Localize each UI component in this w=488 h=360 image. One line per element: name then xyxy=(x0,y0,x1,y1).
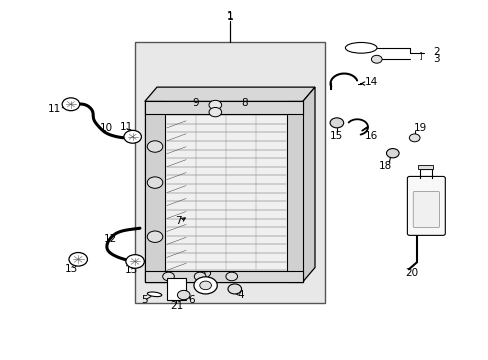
Circle shape xyxy=(123,130,141,143)
Bar xyxy=(135,42,324,303)
Text: 15: 15 xyxy=(329,131,343,141)
Text: 13: 13 xyxy=(125,265,138,275)
Text: 16: 16 xyxy=(365,131,378,141)
Circle shape xyxy=(147,141,163,152)
Circle shape xyxy=(208,108,221,117)
Circle shape xyxy=(125,255,144,268)
Text: 20: 20 xyxy=(405,268,418,278)
Circle shape xyxy=(227,284,241,294)
Text: 2: 2 xyxy=(432,47,439,57)
Text: 14: 14 xyxy=(365,77,378,87)
Ellipse shape xyxy=(345,42,376,53)
Circle shape xyxy=(69,252,87,266)
Text: 6: 6 xyxy=(188,296,195,305)
Text: 19: 19 xyxy=(413,123,426,133)
Bar xyxy=(417,165,432,169)
Circle shape xyxy=(194,272,205,281)
Text: 21: 21 xyxy=(169,301,183,311)
Circle shape xyxy=(163,272,174,281)
Text: 4: 4 xyxy=(237,290,244,300)
Text: 3: 3 xyxy=(432,54,439,64)
Text: 1: 1 xyxy=(226,11,233,21)
FancyBboxPatch shape xyxy=(407,176,445,235)
Circle shape xyxy=(386,149,398,158)
Text: 10: 10 xyxy=(99,123,112,133)
Text: 18: 18 xyxy=(378,161,391,171)
Bar xyxy=(144,102,302,114)
Circle shape xyxy=(62,98,80,111)
Circle shape xyxy=(329,118,343,128)
Text: 13: 13 xyxy=(65,264,79,274)
Circle shape xyxy=(408,134,419,142)
Text: 9: 9 xyxy=(192,98,199,108)
Polygon shape xyxy=(144,102,302,282)
Text: 22: 22 xyxy=(199,271,212,282)
Polygon shape xyxy=(144,87,314,102)
Bar xyxy=(144,271,302,282)
Circle shape xyxy=(200,281,211,290)
Polygon shape xyxy=(302,87,314,282)
Text: 5: 5 xyxy=(141,296,148,305)
FancyBboxPatch shape xyxy=(412,192,439,228)
Text: 11: 11 xyxy=(120,122,133,132)
Circle shape xyxy=(177,291,190,300)
Text: 8: 8 xyxy=(241,98,247,108)
Circle shape xyxy=(147,177,163,188)
Circle shape xyxy=(208,100,221,110)
Text: 17: 17 xyxy=(431,205,445,215)
Text: 11: 11 xyxy=(48,104,61,114)
Text: 12: 12 xyxy=(104,234,117,244)
Text: 1: 1 xyxy=(226,13,233,22)
Circle shape xyxy=(225,272,237,281)
Circle shape xyxy=(194,277,217,294)
Bar xyxy=(166,278,186,300)
Circle shape xyxy=(147,231,163,242)
Ellipse shape xyxy=(147,292,162,297)
Bar xyxy=(287,102,302,282)
Text: 7: 7 xyxy=(175,216,182,226)
Circle shape xyxy=(371,55,381,63)
Bar xyxy=(144,102,165,282)
